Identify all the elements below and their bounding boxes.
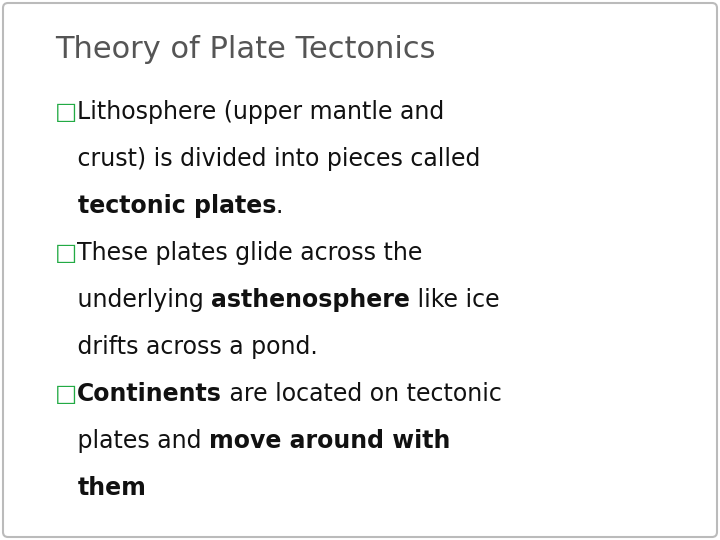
Text: crust) is divided into pieces called: crust) is divided into pieces called (55, 147, 480, 171)
Text: asthenosphere: asthenosphere (211, 288, 410, 312)
FancyBboxPatch shape (3, 3, 717, 537)
Text: These plates glide across the: These plates glide across the (77, 241, 423, 265)
Text: Continents: Continents (77, 382, 222, 406)
Text: .: . (276, 194, 283, 218)
Text: plates and: plates and (55, 429, 209, 453)
Text: underlying: underlying (55, 288, 211, 312)
Text: like ice: like ice (410, 288, 500, 312)
Text: Lithosphere (upper mantle and: Lithosphere (upper mantle and (77, 100, 445, 124)
Text: them: them (78, 476, 146, 500)
Text: □: □ (55, 382, 77, 406)
Text: are located on tectonic: are located on tectonic (222, 382, 502, 406)
Text: □: □ (55, 100, 77, 124)
Text: Theory of Plate Tectonics: Theory of Plate Tectonics (55, 35, 436, 64)
Text: □: □ (55, 241, 77, 265)
Text: move around with: move around with (209, 429, 451, 453)
Text: tectonic plates: tectonic plates (78, 194, 276, 218)
Text: drifts across a pond.: drifts across a pond. (55, 335, 318, 359)
